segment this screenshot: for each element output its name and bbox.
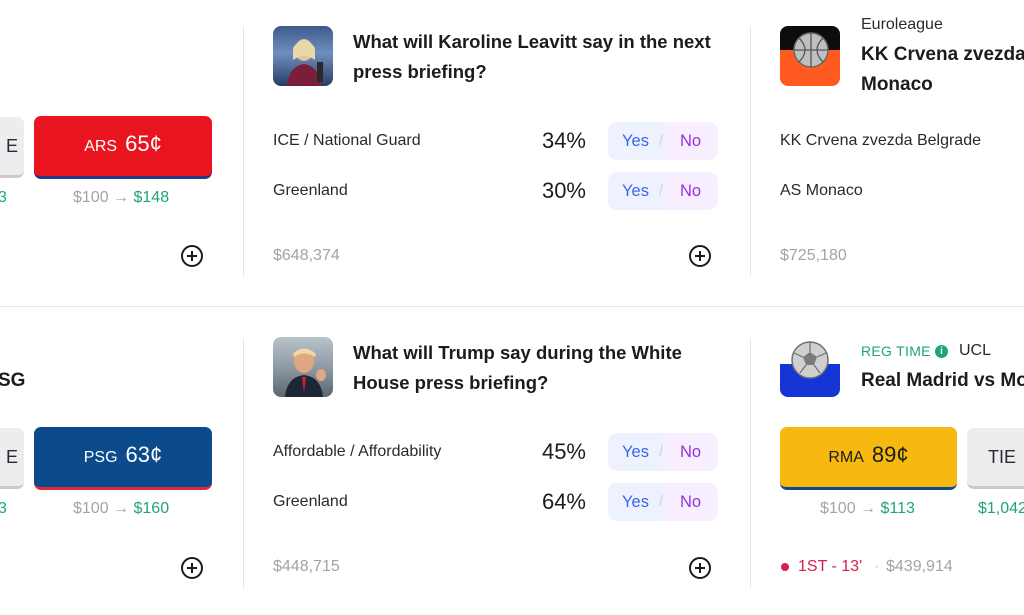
market-volume: $439,914 — [886, 558, 953, 575]
yes-no-toggle: Yes / No — [608, 122, 718, 160]
event-title-fragment[interactable]: SG — [0, 370, 26, 391]
outcome-label: ICE / National Guard — [273, 132, 421, 149]
no-button[interactable]: No — [679, 493, 702, 511]
outcome-percent: 34% — [541, 128, 586, 153]
team-buy-button[interactable]: PSG 63¢ — [34, 427, 212, 490]
add-plus-icon[interactable] — [181, 557, 203, 579]
live-dot-icon — [781, 563, 789, 571]
column-divider — [243, 26, 244, 276]
no-button[interactable]: No — [679, 132, 702, 150]
team-buy-button[interactable]: RMA 89¢ — [780, 427, 957, 490]
separator: / — [659, 493, 664, 510]
live-clock: 1ST - 13' — [798, 558, 863, 575]
add-plus-icon[interactable] — [689, 557, 711, 579]
payout-estimate: $100 → $148 — [73, 189, 170, 206]
no-button[interactable]: No — [679, 182, 702, 200]
yes-button[interactable]: Yes — [622, 182, 649, 200]
payout-estimate: $100 → $113 — [820, 500, 915, 517]
team-price: 63¢ — [125, 442, 163, 467]
team-code: PSG — [83, 449, 118, 466]
team-name: AS Monaco — [780, 182, 863, 199]
event-title[interactable]: Real Madrid vs Mo — [861, 370, 1024, 391]
payout-fragment: 3 — [0, 500, 7, 517]
row-divider — [0, 306, 1024, 307]
team-code: ARS — [84, 138, 118, 155]
yes-no-toggle: Yes / No — [608, 433, 718, 471]
column-divider — [750, 338, 751, 588]
outcome-label: Greenland — [273, 182, 348, 199]
add-plus-icon[interactable] — [181, 245, 203, 267]
yes-button[interactable]: Yes — [622, 132, 649, 150]
tie-button[interactable]: E — [0, 117, 24, 178]
yes-button[interactable]: Yes — [622, 493, 649, 511]
soccer-ball-icon[interactable] — [780, 337, 840, 397]
speaker-portrait-icon — [285, 348, 326, 397]
team-price: 89¢ — [871, 442, 909, 467]
market-volume: $448,715 — [273, 558, 340, 575]
market-thumbnail[interactable] — [273, 337, 333, 397]
market-question[interactable]: What will Trump say during the White Hou… — [353, 342, 682, 393]
outcome-percent: 64% — [541, 489, 586, 514]
team-price: 65¢ — [125, 131, 162, 156]
team-buy-button[interactable]: ARS 65¢ — [34, 116, 212, 179]
tie-button[interactable]: TIE — [967, 428, 1024, 489]
speaker-portrait-icon — [287, 39, 323, 86]
info-icon[interactable]: i — [935, 345, 948, 358]
tie-button[interactable]: E — [0, 428, 24, 489]
yes-no-toggle: Yes / No — [608, 172, 718, 210]
payout-fragment: $1,042 — [978, 500, 1024, 517]
column-divider — [243, 338, 244, 588]
team-code: RMA — [828, 449, 864, 466]
outcome-percent: 30% — [541, 178, 586, 203]
outcome-label: Greenland — [273, 493, 348, 510]
league-name: Euroleague — [861, 16, 943, 33]
market-question[interactable]: What will Karoline Leavitt say in the ne… — [353, 31, 711, 82]
column-divider — [750, 26, 751, 276]
separator: / — [659, 182, 664, 199]
no-button[interactable]: No — [679, 443, 702, 461]
market-volume: $725,180 — [780, 247, 847, 264]
yes-button[interactable]: Yes — [622, 443, 649, 461]
separator: / — [659, 443, 664, 460]
market-thumbnail[interactable] — [273, 26, 333, 86]
payout-estimate: $100 → $160 — [73, 500, 170, 517]
separator-dot: · — [874, 558, 880, 575]
outcome-percent: 45% — [541, 439, 586, 464]
team-name: KK Crvena zvezda Belgrade — [780, 132, 981, 149]
payout-fragment: 3 — [0, 189, 7, 206]
market-volume: $648,374 — [273, 247, 340, 264]
separator: / — [659, 132, 664, 149]
yes-no-toggle: Yes / No — [608, 483, 718, 521]
league-name: UCL — [959, 342, 992, 359]
match-status: REG TIME — [861, 343, 931, 359]
add-plus-icon[interactable] — [689, 245, 711, 267]
basketball-icon[interactable] — [780, 26, 840, 86]
event-title[interactable]: KK Crvena zvezda — [861, 44, 1024, 65]
outcome-label: Affordable / Affordability — [273, 443, 442, 460]
event-title[interactable]: Monaco — [861, 74, 933, 95]
